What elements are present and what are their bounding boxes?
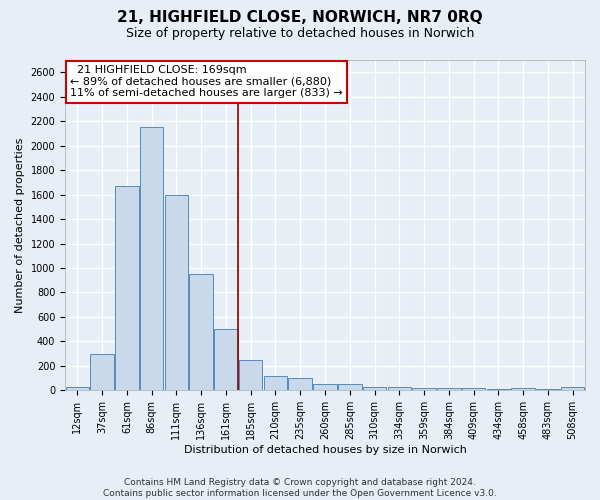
Bar	[313, 384, 337, 390]
Bar	[363, 386, 386, 390]
Bar	[511, 388, 535, 390]
Bar	[536, 389, 560, 390]
Bar	[190, 274, 213, 390]
Bar	[140, 128, 163, 390]
Bar	[487, 389, 510, 390]
Bar	[264, 376, 287, 390]
Bar	[462, 388, 485, 390]
Bar	[164, 194, 188, 390]
Text: 21, HIGHFIELD CLOSE, NORWICH, NR7 0RQ: 21, HIGHFIELD CLOSE, NORWICH, NR7 0RQ	[117, 10, 483, 25]
Text: Size of property relative to detached houses in Norwich: Size of property relative to detached ho…	[126, 28, 474, 40]
Text: 21 HIGHFIELD CLOSE: 169sqm
← 89% of detached houses are smaller (6,880)
11% of s: 21 HIGHFIELD CLOSE: 169sqm ← 89% of deta…	[70, 65, 343, 98]
Bar	[437, 388, 461, 390]
Bar	[239, 360, 262, 390]
Bar	[289, 378, 312, 390]
Bar	[412, 388, 436, 390]
Bar	[214, 329, 238, 390]
Bar	[561, 388, 584, 390]
X-axis label: Distribution of detached houses by size in Norwich: Distribution of detached houses by size …	[184, 445, 466, 455]
Text: Contains HM Land Registry data © Crown copyright and database right 2024.
Contai: Contains HM Land Registry data © Crown c…	[103, 478, 497, 498]
Bar	[388, 386, 411, 390]
Bar	[338, 384, 362, 390]
Bar	[91, 354, 114, 391]
Y-axis label: Number of detached properties: Number of detached properties	[15, 138, 25, 313]
Bar	[115, 186, 139, 390]
Bar	[65, 388, 89, 390]
